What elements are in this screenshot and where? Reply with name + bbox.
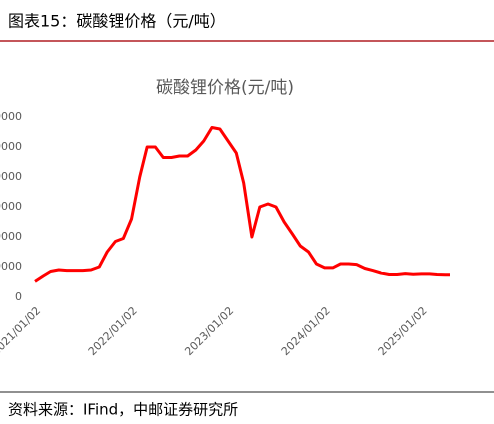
y-tick-label: 100000 <box>0 260 22 273</box>
y-tick-label: 300000 <box>0 200 22 213</box>
chart-title: 碳酸锂价格(元/吨) <box>156 78 294 98</box>
x-tick-label: 2022/01/02 <box>86 304 140 358</box>
footer-source: 资料来源：IFind，中邮证券研究所 <box>8 401 238 419</box>
price-line <box>34 126 450 283</box>
x-tick-label: 2025/01/02 <box>376 304 430 358</box>
y-tick-label: 600000 <box>0 110 22 123</box>
y-tick-label: 0 <box>15 290 22 303</box>
y-tick-label: 400000 <box>0 170 22 183</box>
x-tick-label: 2024/01/02 <box>279 304 333 358</box>
header-title: 图表15：碳酸锂价格（元/吨） <box>8 12 226 31</box>
y-tick-label: 500000 <box>0 140 22 153</box>
x-tick-label: 2023/01/02 <box>182 304 236 358</box>
y-tick-label: 200000 <box>0 230 22 243</box>
x-tick-label: 2021/01/02 <box>0 304 43 358</box>
